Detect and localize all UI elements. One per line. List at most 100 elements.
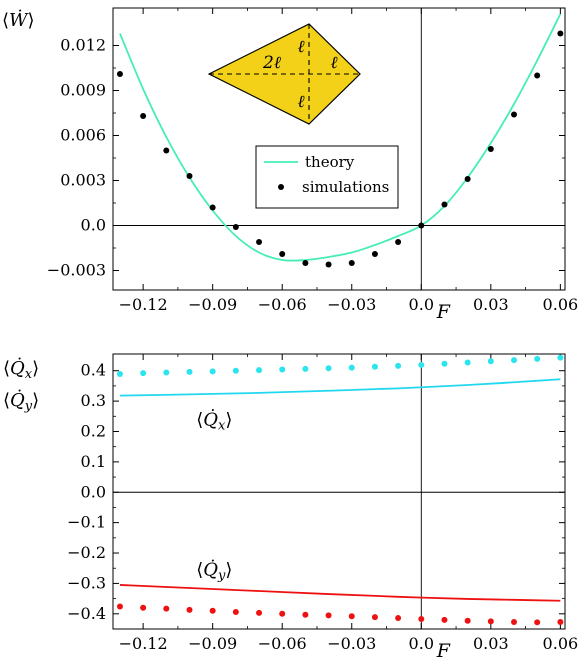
kite-label-l-right: ℓ <box>330 53 337 73</box>
x-axis-label: F <box>436 640 451 662</box>
data-point <box>418 615 425 622</box>
data-point <box>441 201 448 208</box>
y-tick-label: 0.2 <box>81 421 106 440</box>
data-point <box>116 71 123 77</box>
data-point <box>418 361 425 368</box>
data-point <box>348 364 355 371</box>
data-point <box>209 607 216 614</box>
data-point <box>557 619 564 626</box>
data-point <box>232 224 239 230</box>
data-point <box>140 370 147 377</box>
data-point <box>116 371 123 378</box>
x-tick-label: 0.03 <box>473 634 509 653</box>
y-tick-label: −0.4 <box>67 604 106 623</box>
x-tick-label: −0.03 <box>327 295 376 314</box>
series-line-2 <box>119 584 561 602</box>
data-point <box>140 113 147 119</box>
data-point <box>557 354 564 361</box>
y-tick-label: −0.1 <box>67 513 106 532</box>
data-point <box>534 619 541 626</box>
x-tick-label: −0.09 <box>188 295 237 314</box>
data-point <box>186 368 193 375</box>
data-point <box>325 612 332 619</box>
x-tick-label: −0.03 <box>327 634 376 653</box>
data-point <box>371 251 378 257</box>
data-point <box>279 610 286 617</box>
legend-box <box>255 145 399 209</box>
data-point <box>511 357 518 364</box>
series-line-0 <box>119 378 561 397</box>
kite-inset: 2ℓ ℓ ℓ ℓ <box>207 23 361 125</box>
data-point <box>441 616 448 623</box>
data-point <box>511 111 518 118</box>
x-tick-label: −0.12 <box>119 295 168 314</box>
data-point <box>256 367 263 374</box>
y-tick-label: −0.003 <box>47 261 106 280</box>
data-point <box>163 369 170 376</box>
data-point <box>487 146 494 152</box>
x-tick-label: 0.03 <box>473 295 509 314</box>
data-point <box>163 605 170 612</box>
legend-theory-label: theory <box>305 153 355 171</box>
data-point <box>256 609 263 616</box>
data-point <box>232 608 239 615</box>
legend-simulations-marker <box>278 184 284 190</box>
x-tick-label: 0.06 <box>543 634 579 653</box>
y-tick-label: 0.003 <box>60 171 106 190</box>
data-point <box>487 358 494 365</box>
data-point <box>534 355 541 362</box>
x-tick-label: −0.06 <box>258 634 307 653</box>
x-tick-label: −0.12 <box>119 634 168 653</box>
x-tick-label: −0.06 <box>258 295 307 314</box>
data-point <box>348 260 355 266</box>
data-point <box>441 360 448 367</box>
data-point <box>302 611 309 618</box>
y-tick-label: 0.4 <box>81 361 106 380</box>
x-tick-label: 0.0 <box>409 634 434 653</box>
kite-label-l-bottom: ℓ <box>297 92 304 112</box>
data-point <box>209 204 216 211</box>
annotation-qx: ⟨Q̇x⟩ <box>196 408 232 433</box>
data-point <box>186 606 193 613</box>
x-tick-label: −0.09 <box>188 634 237 653</box>
data-point <box>325 365 332 372</box>
y-tick-label: −0.3 <box>67 573 106 592</box>
y-tick-label: 0.012 <box>60 36 106 55</box>
data-point <box>534 72 541 79</box>
data-point <box>395 239 402 245</box>
data-point <box>163 147 170 154</box>
data-point <box>395 362 402 369</box>
data-point <box>232 367 239 374</box>
y-tick-label: 0.0 <box>81 482 106 501</box>
data-point <box>186 173 193 179</box>
plot-frame <box>112 353 566 630</box>
data-point <box>464 617 471 624</box>
y-tick-label: 0.0 <box>81 216 106 235</box>
y-tick-label: −0.2 <box>67 543 106 562</box>
bottom-panel: −0.12 −0.09 −0.06 −0.03 0.0 0.03 0.06 −0.4 −0.3 −… <box>3 353 579 662</box>
y-axis-label-qx: ⟨Q̇x⟩ <box>3 357 39 382</box>
data-point <box>511 619 518 626</box>
data-point <box>302 260 309 266</box>
data-point <box>418 222 425 229</box>
data-point <box>209 368 216 375</box>
y-axis-label: ⟨Ẇ⟩ <box>2 8 35 31</box>
legend: theory simulations <box>255 145 399 209</box>
data-point <box>348 613 355 620</box>
data-point <box>487 618 494 625</box>
kite-label-l-top: ℓ <box>297 37 304 57</box>
kite-label-2l: 2ℓ <box>262 53 281 73</box>
x-tick-label: 0.06 <box>543 295 579 314</box>
data-point <box>464 176 471 182</box>
y-tick-label: 0.009 <box>60 81 106 100</box>
y-tick-label: 0.006 <box>60 126 106 145</box>
data-point <box>557 30 564 37</box>
data-point <box>140 604 147 611</box>
data-point <box>325 261 332 268</box>
data-point <box>256 239 263 245</box>
x-tick-label: 0.0 <box>409 295 434 314</box>
data-point <box>302 365 309 372</box>
plot-frame <box>112 7 566 291</box>
y-tick-label: 0.1 <box>81 452 106 471</box>
